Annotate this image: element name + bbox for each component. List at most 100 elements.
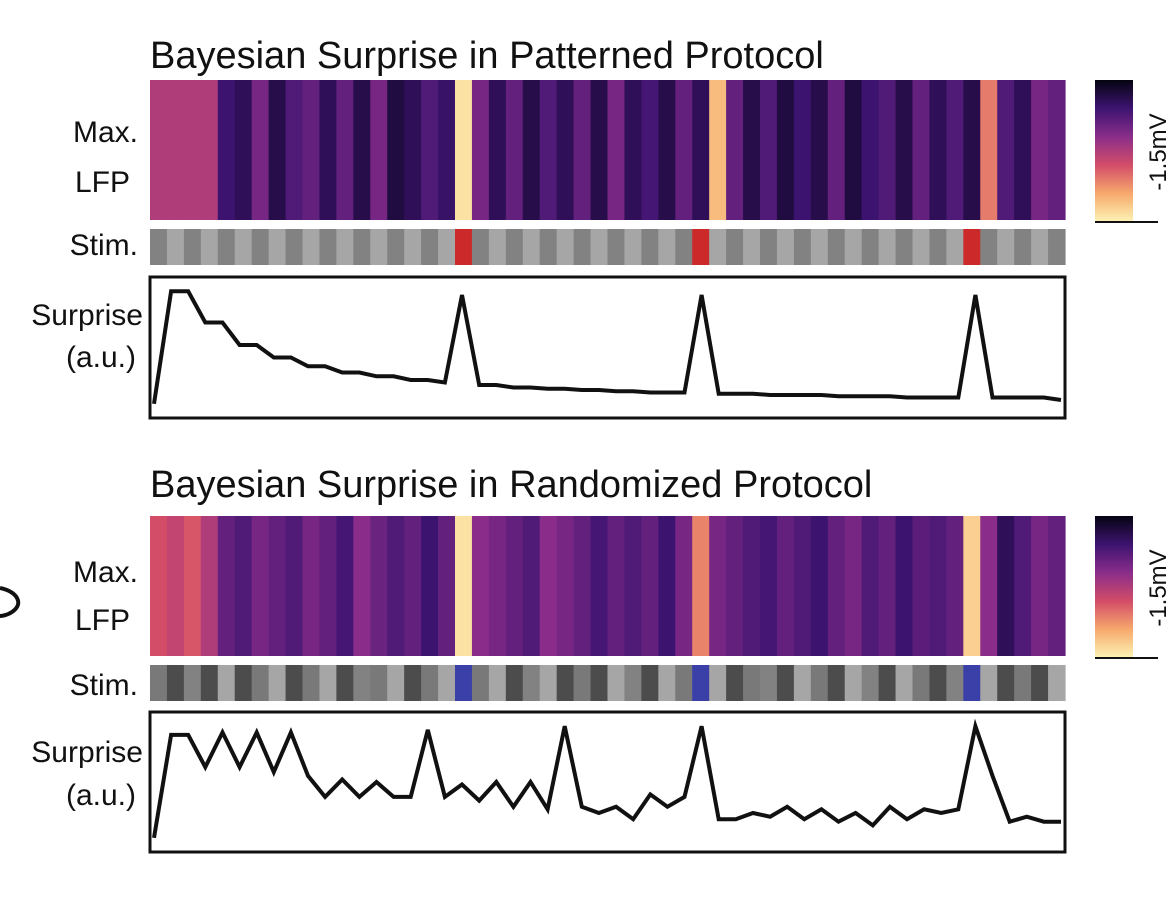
plot-frame xyxy=(148,710,1067,854)
lfp-cell xyxy=(200,516,219,656)
lfp-cell xyxy=(387,516,405,656)
stim-cell xyxy=(675,229,693,265)
lfp-cell xyxy=(1014,80,1032,220)
stim-cell xyxy=(946,665,964,701)
stim-cell xyxy=(912,229,931,265)
stim-cell xyxy=(1031,665,1049,701)
stim-cell xyxy=(760,665,778,701)
stim-cell xyxy=(319,229,337,265)
lfp-cell xyxy=(319,80,337,220)
stim-cell xyxy=(776,229,795,265)
lfp-heatmap xyxy=(150,516,1066,656)
lfp-cell xyxy=(353,80,371,220)
lfp-cell xyxy=(539,80,558,220)
stim-cell xyxy=(573,229,592,265)
lfp-cell xyxy=(505,516,524,656)
stim-cell xyxy=(793,665,812,701)
lfp-cell xyxy=(963,80,981,220)
stim-cell xyxy=(946,229,964,265)
lfp-cell xyxy=(658,80,676,220)
lfp-cell xyxy=(1014,516,1032,656)
stim-cell xyxy=(150,229,168,265)
stim-cell xyxy=(997,229,1015,265)
lfp-cell xyxy=(573,516,592,656)
lfp-cell xyxy=(200,80,219,220)
lfp-cell xyxy=(217,80,236,220)
lfp-cell xyxy=(522,516,541,656)
lfp-cell xyxy=(675,516,693,656)
stim-cell xyxy=(776,665,795,701)
stim-cell xyxy=(183,229,202,265)
stim-oddball-cell xyxy=(455,229,473,265)
stim-oddball-cell xyxy=(455,665,473,701)
lfp-cell xyxy=(573,80,592,220)
stim-oddball-cell xyxy=(963,665,981,701)
stim-cell xyxy=(878,665,897,701)
y-label-au: (a.u.) xyxy=(66,779,136,812)
stim-cell xyxy=(895,665,914,701)
stim-cell xyxy=(336,229,354,265)
panel-patterned: Bayesian Surprise in Patterned Protocol … xyxy=(31,35,1172,420)
stim-cell xyxy=(488,665,507,701)
lfp-cell xyxy=(268,80,287,220)
stim-cell xyxy=(539,665,558,701)
stim-cell xyxy=(488,229,507,265)
y-label-surprise: Surprise xyxy=(31,299,143,332)
lfp-cell xyxy=(302,80,321,220)
lfp-cell xyxy=(607,516,626,656)
stim-cell xyxy=(997,665,1015,701)
stim-cell xyxy=(641,665,659,701)
colorbar: -1.5mV xyxy=(1095,516,1172,659)
lfp-cell xyxy=(183,80,202,220)
stim-cell xyxy=(827,665,846,701)
lfp-cell xyxy=(692,80,710,220)
lfp-cell xyxy=(895,80,914,220)
stim-cell xyxy=(319,665,337,701)
lfp-cell xyxy=(1031,80,1049,220)
stim-cell xyxy=(285,665,304,701)
lfp-cell xyxy=(505,80,524,220)
stim-cell xyxy=(370,229,388,265)
stim-cell xyxy=(421,229,439,265)
stim-cell xyxy=(200,665,219,701)
panel-randomized: Bayesian Surprise in Randomized Protocol… xyxy=(31,464,1172,854)
lfp-cell xyxy=(912,516,931,656)
stim-cell xyxy=(861,229,880,265)
stim-cell xyxy=(1048,229,1066,265)
stim-cell xyxy=(217,229,236,265)
lfp-cell xyxy=(624,80,642,220)
lfp-cell xyxy=(675,80,693,220)
lfp-cell xyxy=(421,80,439,220)
stim-cell xyxy=(387,665,405,701)
lfp-cell xyxy=(488,80,507,220)
y-label-lfp: LFP xyxy=(75,604,130,637)
stim-cell xyxy=(607,229,626,265)
lfp-cell xyxy=(895,516,914,656)
lfp-cell xyxy=(150,516,168,656)
lfp-cell xyxy=(844,516,863,656)
lfp-cell xyxy=(183,516,202,656)
stim-cell xyxy=(370,665,388,701)
lfp-cell xyxy=(997,80,1015,220)
lfp-cell xyxy=(438,516,456,656)
lfp-cell xyxy=(929,516,947,656)
stim-cell xyxy=(556,229,575,265)
surprise-line xyxy=(152,289,1062,405)
lfp-cell xyxy=(776,516,795,656)
stim-cell xyxy=(183,665,202,701)
lfp-cell xyxy=(658,516,676,656)
stim-cell xyxy=(624,229,642,265)
stim-cell xyxy=(607,665,626,701)
stim-cell xyxy=(234,665,253,701)
stim-cell xyxy=(624,665,642,701)
lfp-cell xyxy=(421,516,439,656)
stim-cell xyxy=(980,229,998,265)
plot-frame xyxy=(148,275,1067,420)
lfp-cell xyxy=(980,80,998,220)
lfp-cell xyxy=(810,80,829,220)
lfp-cell xyxy=(929,80,947,220)
lfp-cell xyxy=(302,516,321,656)
stim-cell xyxy=(556,665,575,701)
stim-cell xyxy=(505,229,524,265)
stim-cell xyxy=(760,229,778,265)
